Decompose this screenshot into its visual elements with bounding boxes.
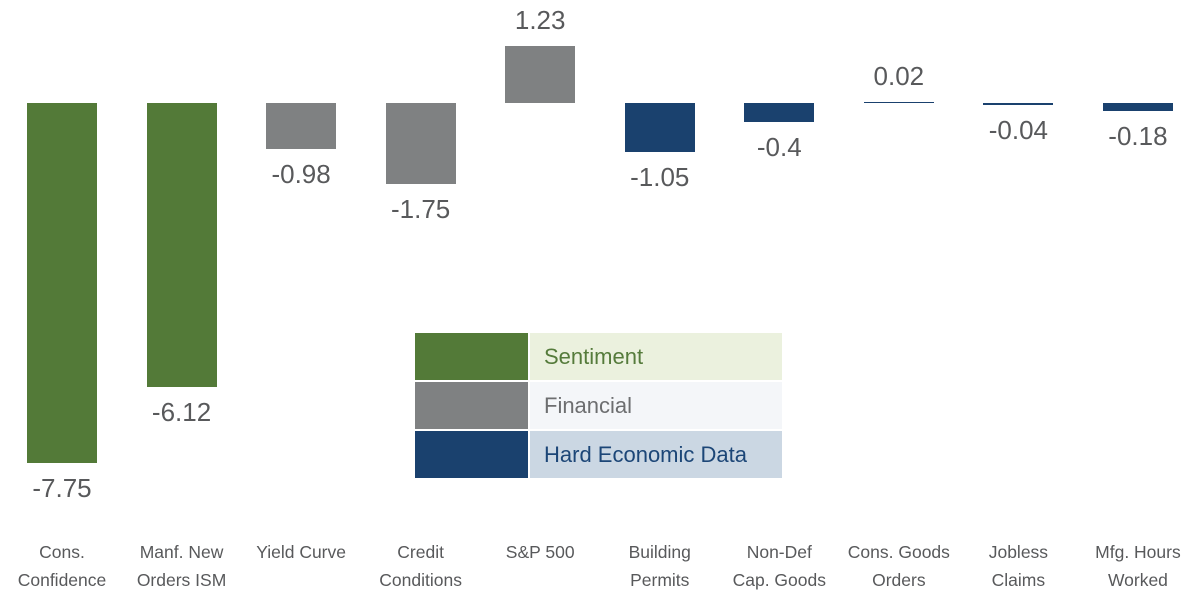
bar-cons-goods-orders (863, 101, 934, 103)
legend-swatch-sentiment (415, 333, 528, 380)
category-label-manf-new-orders-ism: Manf. New Orders ISM (136, 542, 227, 590)
legend-row-financial: Financial (415, 382, 782, 429)
value-label-s-p-500: 1.23 (514, 4, 566, 35)
legend-swatch-financial (415, 382, 528, 429)
category-label-credit-conditions: Credit Conditions (379, 542, 462, 590)
value-label-cons-goods-orders: 0.02 (873, 60, 925, 91)
bar-non-def-cap-goods (744, 103, 815, 122)
legend-row-hard-economic-data: Hard Economic Data (415, 431, 782, 478)
value-label-yield-curve: -0.98 (271, 158, 331, 189)
value-label-manf-new-orders-ism: -6.12 (151, 397, 212, 428)
category-label-s-p-500: S&P 500 (505, 542, 575, 562)
bar-jobless-claims (983, 103, 1054, 105)
value-label-mfg-hours-worked: -0.18 (1108, 121, 1168, 152)
category-label-cons-goods-orders: Cons. Goods Orders (847, 542, 950, 590)
legend-label-hard-economic-data: Hard Economic Data (530, 431, 782, 478)
bar-cons-confidence (27, 103, 97, 463)
legend-label-financial: Financial (530, 382, 782, 429)
bar-credit-conditions (385, 103, 456, 185)
bar-mfg-hours-worked (1102, 103, 1173, 112)
category-label-yield-curve: Yield Curve (256, 542, 346, 562)
bar-manf-new-orders-ism (146, 103, 217, 388)
bar-s-p-500 (505, 45, 576, 103)
bar-building-permits (624, 103, 695, 152)
category-label-cons-confidence: Cons. Confidence (17, 542, 107, 590)
category-label-building-permits: Building Permits (628, 542, 691, 590)
category-label-non-def-cap-goods: Non-Def Cap. Goods (732, 542, 826, 590)
legend-row-sentiment: Sentiment (415, 333, 782, 380)
legend-label-sentiment: Sentiment (530, 333, 782, 380)
value-label-cons-confidence: -7.75 (32, 472, 92, 503)
value-label-credit-conditions: -1.75 (391, 194, 451, 225)
legend-swatch-hard-economic-data (415, 431, 528, 478)
value-label-non-def-cap-goods: -0.4 (756, 131, 802, 162)
legend: Sentiment Financial Hard Economic Data (415, 333, 782, 478)
value-label-building-permits: -1.05 (630, 161, 690, 192)
category-label-mfg-hours-worked: Mfg. Hours Worked (1095, 542, 1181, 590)
bar-yield-curve (266, 103, 337, 149)
value-label-jobless-claims: -0.04 (988, 114, 1049, 145)
category-label-jobless-claims: Jobless Claims (988, 542, 1049, 590)
